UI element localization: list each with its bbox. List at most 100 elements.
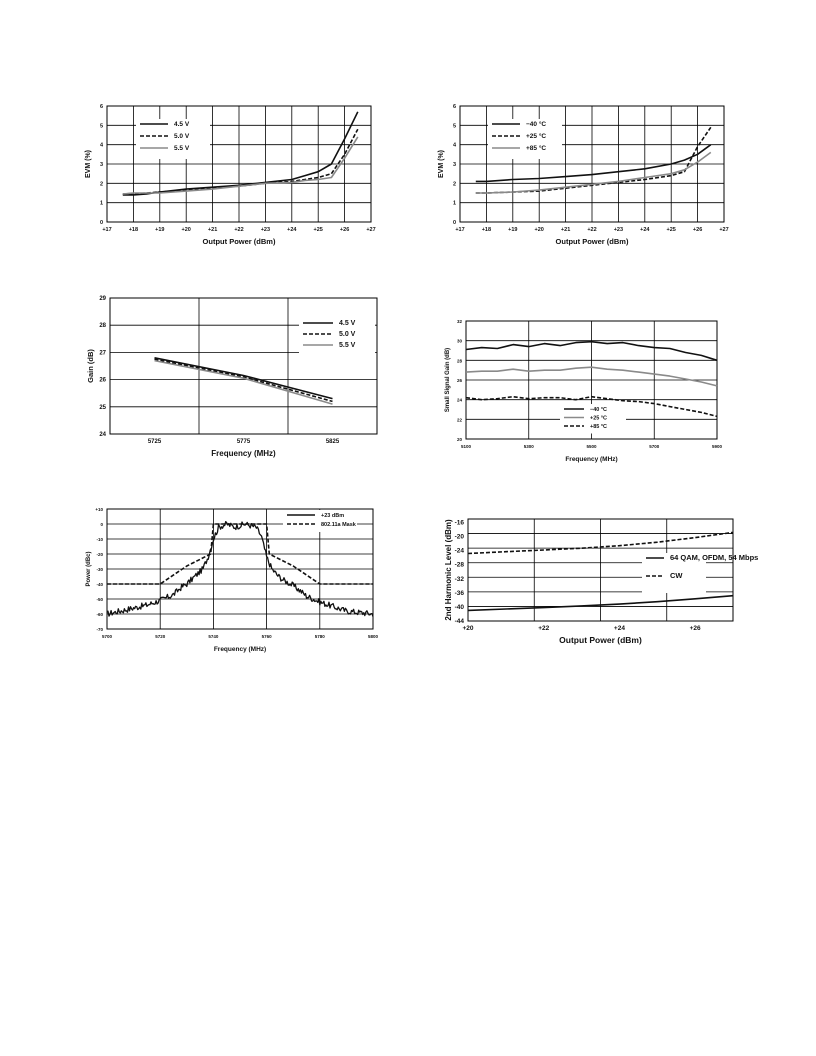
y-axis-title: Small Signal Gain (dB) (445, 348, 451, 412)
y-tick-label: 0 (453, 220, 456, 226)
legend-label: 5.5 V (174, 145, 190, 152)
y-tick-label: -20 (455, 534, 465, 541)
y-tick-label: 1 (453, 201, 456, 207)
legend-label: +25 °C (590, 416, 607, 422)
x-tick-label: +24 (287, 227, 297, 233)
chart-legend: −40 °C +25 °C +85 °C (488, 119, 562, 159)
legend-label: −40 °C (526, 120, 546, 128)
x-tick-label: +18 (129, 227, 138, 233)
series-line-3 (122, 136, 359, 195)
y-tick-label: -40 (96, 582, 103, 587)
plot-frame (106, 508, 374, 630)
y-tick-label: 26 (457, 378, 463, 383)
series-line-1 (475, 144, 712, 183)
legend-label: +85 °C (526, 144, 546, 152)
x-tick-label: +23 (614, 227, 623, 233)
y-tick-label: -40 (455, 604, 465, 611)
y-tick-label: 5 (453, 123, 456, 129)
y-axis-title: Gain (dB) (86, 349, 95, 383)
x-tick-label: +25 (667, 227, 676, 233)
x-tick-label: +26 (693, 227, 702, 233)
y-tick-label: -44 (455, 618, 465, 625)
y-tick-label: -30 (96, 567, 103, 572)
legend-label: 4.5 V (339, 320, 356, 327)
plot-frame (106, 105, 372, 223)
y-tick-label: 2 (453, 181, 456, 187)
y-tick-label: -20 (96, 552, 103, 557)
x-tick-label: +18 (482, 227, 491, 233)
chart-1: +17 +18 +19 +20 +21 +22 +23 +24 +25 +26 +27 0 1 2 3 4 5 6… (85, 104, 376, 246)
x-tick-label: +17 (455, 227, 464, 233)
x-tick-label: 5780 (315, 634, 326, 639)
series-line-2 (107, 523, 373, 585)
x-tick-label: 5740 (208, 634, 219, 639)
series-line-3 (154, 359, 333, 405)
x-tick-label: 5900 (712, 444, 723, 449)
x-tick-label: +22 (538, 625, 549, 632)
x-tick-label: 5500 (586, 444, 597, 449)
series-line-3 (465, 395, 718, 418)
y-tick-label: 0 (100, 220, 103, 226)
x-tick-label: 5700 (649, 444, 660, 449)
x-tick-label: +20 (462, 625, 473, 632)
legend-background (136, 119, 210, 159)
chart-legend: 64 QAM, OFDM, 54 Mbps CW (642, 553, 758, 593)
x-axis-title: Output Power (dBm) (203, 237, 276, 246)
plot-frame (467, 518, 734, 622)
x-tick-label: +22 (234, 227, 243, 233)
x-axis-title: Frequency (MHz) (565, 456, 617, 463)
chart-2: +17 +18 +19 +20 +21 +22 +23 +24 +25 +26 +27 0 1 2 3 4 5 6… (438, 104, 729, 246)
x-tick-label: +19 (508, 227, 517, 233)
y-tick-label: -24 (455, 548, 465, 555)
x-tick-label: 5800 (368, 634, 379, 639)
x-axis-title: Output Power (dBm) (559, 635, 642, 645)
x-tick-label: +27 (366, 227, 375, 233)
y-tick-label: 32 (457, 319, 463, 324)
y-tick-label: 29 (99, 296, 106, 302)
x-axis-title: Frequency (MHz) (211, 449, 276, 458)
legend-label: 64 QAM, OFDM, 54 Mbps (670, 553, 758, 562)
x-tick-label: +26 (690, 625, 701, 632)
x-tick-label: +23 (261, 227, 270, 233)
series-line-1 (154, 357, 333, 400)
chart-legend: −40 °C +25 °C +85 °C (560, 404, 626, 434)
y-tick-label: -70 (96, 627, 103, 632)
y-tick-label: 1 (100, 201, 103, 207)
legend-label: +85 °C (590, 424, 607, 430)
x-tick-label: +17 (102, 227, 111, 233)
x-tick-label: +22 (587, 227, 596, 233)
legend-background (299, 318, 375, 355)
x-tick-label: +20 (182, 227, 191, 233)
y-tick-label: 20 (457, 437, 463, 442)
x-tick-label: +20 (535, 227, 544, 233)
y-tick-label: -10 (96, 537, 103, 542)
series-line-1 (465, 340, 718, 362)
y-tick-label: 27 (99, 350, 106, 356)
x-tick-label: 5700 (102, 634, 113, 639)
series-line-1 (106, 520, 374, 617)
chart-legend: +23 dBm 802.11a Mask (283, 510, 357, 532)
y-tick-label: 22 (457, 417, 463, 422)
x-tick-label: +24 (640, 227, 650, 233)
x-tick-label: 5760 (262, 634, 273, 639)
x-tick-label: 5720 (155, 634, 166, 639)
plot-frame (109, 297, 378, 435)
x-tick-label: +25 (314, 227, 323, 233)
x-tick-label: +21 (208, 227, 217, 233)
legend-label: 802.11a Mask (321, 522, 357, 528)
legend-label: −40 °C (590, 407, 607, 413)
y-tick-label: 4 (453, 143, 457, 149)
x-tick-label: +21 (561, 227, 570, 233)
series-line-2 (465, 366, 718, 387)
chart-6: +20 +22 +24 +26 -44 -40 -36 -32 -28 -24 -20 -16 Outp… (444, 518, 758, 645)
y-tick-label: 0 (100, 522, 103, 527)
chart-3: 5725 5775 5825 24 25 26 27 28 29 Frequency (MHz) G… (86, 296, 378, 458)
y-tick-label: 26 (99, 378, 106, 384)
series-line-3 (475, 151, 712, 194)
legend-label: +23 dBm (321, 513, 344, 519)
x-tick-label: 5100 (461, 444, 472, 449)
chart-legend: 4.5 V 5.0 V 5.5 V (299, 318, 375, 355)
y-tick-label: -32 (455, 576, 465, 583)
y-tick-label: -50 (96, 597, 103, 602)
